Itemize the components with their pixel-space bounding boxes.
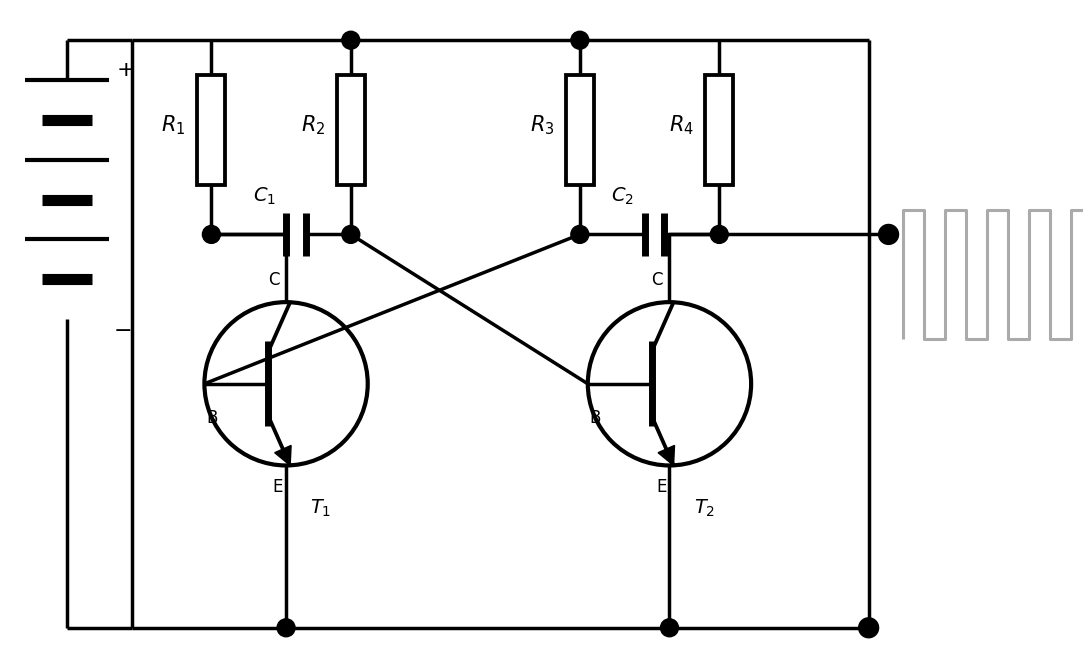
Text: $T_1$: $T_1$ <box>310 497 332 518</box>
Text: $R_3$: $R_3$ <box>529 113 554 136</box>
Circle shape <box>571 225 589 244</box>
Bar <box>566 75 593 185</box>
Circle shape <box>203 225 220 244</box>
Circle shape <box>661 619 678 637</box>
Text: $+$: $+$ <box>116 60 133 80</box>
Text: $-$: $-$ <box>113 319 131 339</box>
Text: E: E <box>656 478 666 496</box>
Bar <box>336 75 365 185</box>
Text: E: E <box>272 478 283 496</box>
Polygon shape <box>659 446 675 466</box>
Bar <box>197 75 226 185</box>
Text: $T_2$: $T_2$ <box>693 497 715 518</box>
Bar <box>705 75 733 185</box>
Circle shape <box>879 225 898 244</box>
Circle shape <box>858 617 879 638</box>
Circle shape <box>342 31 360 50</box>
Text: $C_2$: $C_2$ <box>611 186 634 207</box>
Text: B: B <box>590 409 601 427</box>
Text: $R_1$: $R_1$ <box>162 113 186 136</box>
Text: C: C <box>268 271 280 289</box>
Text: B: B <box>206 409 218 427</box>
Text: $C_1$: $C_1$ <box>253 186 276 207</box>
Circle shape <box>277 619 295 637</box>
Text: $R_2$: $R_2$ <box>301 113 326 136</box>
Circle shape <box>711 225 728 244</box>
Text: C: C <box>651 271 663 289</box>
Text: $R_4$: $R_4$ <box>669 113 694 136</box>
Circle shape <box>342 225 360 244</box>
Circle shape <box>571 31 589 50</box>
Polygon shape <box>275 446 291 466</box>
